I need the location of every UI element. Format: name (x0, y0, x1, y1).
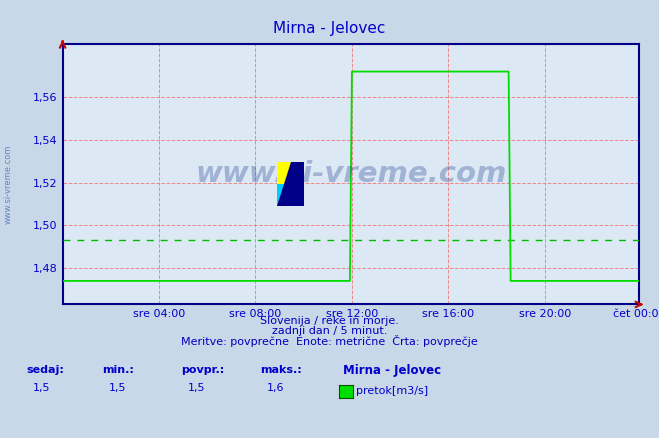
Text: min.:: min.: (102, 365, 134, 375)
Text: 1,5: 1,5 (33, 383, 51, 392)
Text: povpr.:: povpr.: (181, 365, 225, 375)
Polygon shape (277, 162, 291, 206)
Text: 1,5: 1,5 (188, 383, 206, 392)
Text: Mirna - Jelovec: Mirna - Jelovec (343, 364, 441, 377)
Text: zadnji dan / 5 minut.: zadnji dan / 5 minut. (272, 326, 387, 336)
Text: www.si-vreme.com: www.si-vreme.com (195, 160, 507, 188)
Text: 1,5: 1,5 (109, 383, 127, 392)
Bar (291, 162, 304, 206)
Text: pretok[m3/s]: pretok[m3/s] (356, 386, 428, 396)
Text: Slovenija / reke in morje.: Slovenija / reke in morje. (260, 316, 399, 325)
Bar (277, 184, 291, 206)
Text: maks.:: maks.: (260, 365, 302, 375)
Text: Meritve: povprečne  Enote: metrične  Črta: povprečje: Meritve: povprečne Enote: metrične Črta:… (181, 335, 478, 347)
Text: www.si-vreme.com: www.si-vreme.com (3, 144, 13, 224)
Text: sedaj:: sedaj: (26, 365, 64, 375)
Text: 1,6: 1,6 (267, 383, 285, 392)
Bar (277, 162, 291, 184)
Text: Mirna - Jelovec: Mirna - Jelovec (273, 21, 386, 36)
